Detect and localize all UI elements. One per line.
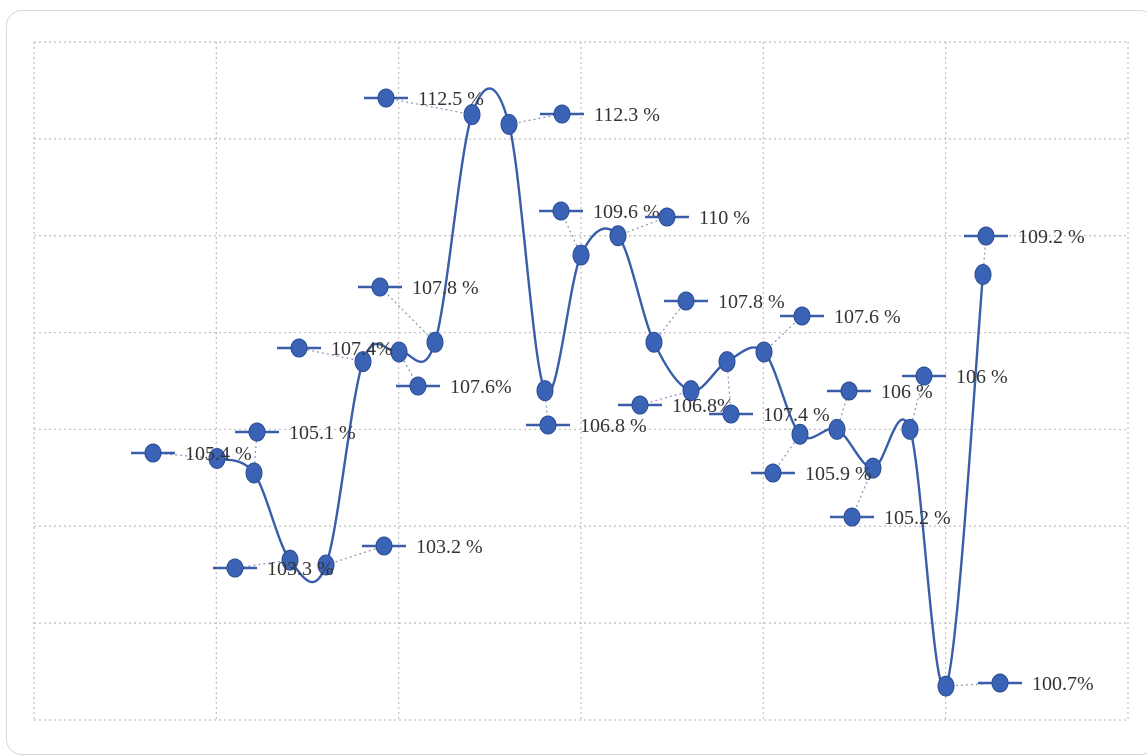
- label-leader: [617, 216, 668, 237]
- data-point: [281, 549, 299, 571]
- data-labels: 105.4 % 105.1 % 103.3 % 103.2 % 107.4% 107.6%…: [131, 88, 1094, 695]
- label-key-dot: [764, 463, 782, 483]
- data-point: [426, 331, 444, 353]
- data-label: 109.2 %: [1018, 226, 1085, 248]
- data-point: [572, 244, 590, 266]
- label-leader: [851, 467, 874, 518]
- data-label: 107.6%: [450, 376, 512, 398]
- label-leader: [234, 559, 291, 569]
- label-key-dot: [722, 404, 740, 424]
- data-label: 106.8%: [672, 395, 734, 417]
- data-label: 106 %: [956, 366, 1008, 388]
- data-point: [354, 351, 372, 373]
- label-key-dot: [552, 201, 570, 221]
- data-label: 105.1 %: [289, 422, 356, 444]
- data-point: [245, 462, 263, 484]
- data-point: [609, 225, 627, 247]
- data-point: [500, 113, 518, 135]
- data-label: 109.6 %: [593, 201, 660, 223]
- label-key-dot: [539, 415, 557, 435]
- label-key-dot: [248, 422, 266, 442]
- data-label: 106.8 %: [580, 415, 647, 437]
- data-label: 100.7%: [1032, 673, 1094, 695]
- data-point: [317, 554, 335, 576]
- data-label: 112.5 %: [418, 88, 484, 110]
- label-key-dot: [915, 366, 933, 386]
- label-key-dot: [793, 306, 811, 326]
- label-key-dot: [658, 207, 676, 227]
- label-key-dot: [226, 558, 244, 578]
- label-key-dot: [144, 443, 162, 463]
- label-leader: [325, 545, 385, 566]
- data-label: 110 %: [699, 207, 750, 229]
- data-point: [791, 423, 809, 445]
- data-points: [208, 104, 992, 697]
- label-leader: [639, 390, 692, 406]
- label-key-dot: [375, 536, 393, 556]
- label-key-dot: [631, 395, 649, 415]
- data-point: [937, 675, 955, 697]
- data-point: [901, 418, 919, 440]
- data-point: [536, 380, 554, 402]
- data-point: [682, 380, 700, 402]
- label-leader: [508, 113, 563, 125]
- data-point: [645, 331, 663, 353]
- chart-card: [6, 10, 1147, 755]
- data-label: 103.2 %: [416, 536, 483, 558]
- data-label: 107.8 %: [412, 277, 479, 299]
- grid: [33, 41, 1129, 721]
- data-point: [390, 341, 408, 363]
- data-label: 112.3 %: [594, 104, 660, 126]
- label-leader: [653, 300, 687, 343]
- label-leader: [152, 452, 218, 460]
- data-point: [208, 447, 226, 469]
- data-point: [828, 418, 846, 440]
- data-label: 105.9 %: [805, 463, 872, 485]
- label-key-dot: [991, 673, 1009, 693]
- data-label: 106 %: [881, 381, 933, 403]
- label-key-dot: [290, 338, 308, 358]
- data-point: [755, 341, 773, 363]
- data-label: 107.4%: [331, 338, 393, 360]
- data-label: 105.4 %: [185, 443, 252, 465]
- data-point: [864, 457, 882, 479]
- data-label: 107.8 %: [718, 291, 785, 313]
- label-key-dot: [840, 381, 858, 401]
- data-label: 103.3 %: [267, 558, 334, 580]
- data-label: 107.6 %: [834, 306, 901, 328]
- label-leader: [298, 347, 364, 363]
- label-key-dot: [409, 376, 427, 396]
- data-point: [718, 351, 736, 373]
- data-point: [463, 104, 481, 126]
- label-key-dot: [371, 277, 389, 297]
- series-line: [216, 87, 985, 690]
- label-key-dot: [553, 104, 571, 124]
- label-leaders: [152, 97, 1001, 687]
- label-key-dot: [843, 507, 861, 527]
- data-label: 107.4 %: [763, 404, 830, 426]
- label-key-dot: [677, 291, 695, 311]
- label-key-dot: [377, 88, 395, 108]
- data-point: [974, 263, 992, 285]
- label-leader: [726, 361, 732, 415]
- label-leader: [763, 315, 803, 353]
- label-key-dot: [977, 226, 995, 246]
- data-label: 105.2 %: [884, 507, 951, 529]
